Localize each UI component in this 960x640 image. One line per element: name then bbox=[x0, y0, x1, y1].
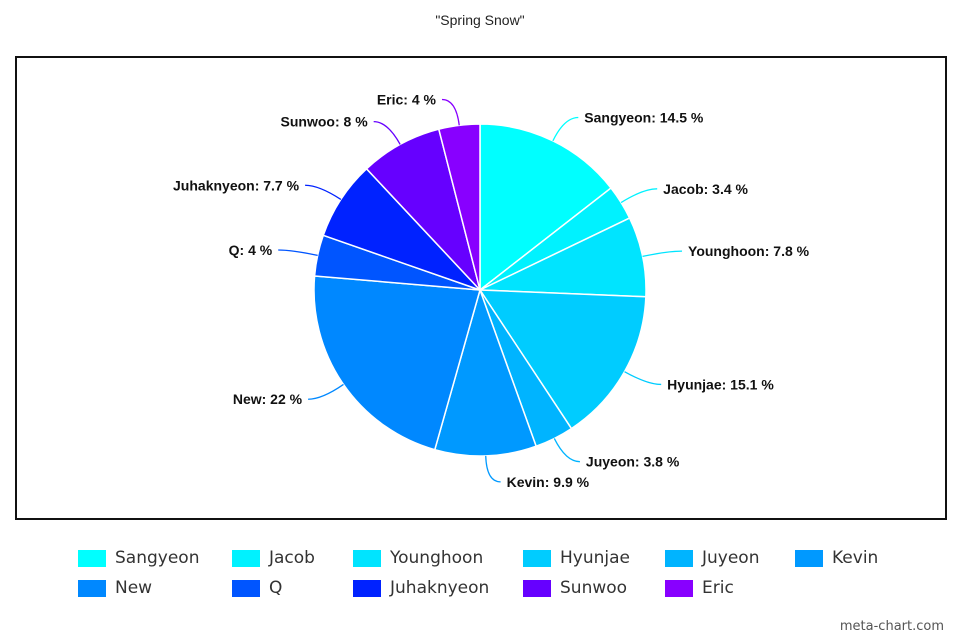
data-label-juyeon: Juyeon: 3.8 % bbox=[586, 454, 680, 470]
data-label-kevin: Kevin: 9.9 % bbox=[507, 474, 590, 490]
legend-item-new[interactable]: New bbox=[78, 576, 152, 600]
legend-swatch bbox=[665, 549, 693, 567]
legend-swatch bbox=[78, 579, 106, 597]
leader-line-kevin bbox=[485, 455, 501, 483]
legend-item-younghoon[interactable]: Younghoon bbox=[353, 546, 483, 570]
legend-swatch bbox=[353, 579, 381, 597]
pie-slice-hyunjae bbox=[478, 289, 647, 430]
legend-swatch bbox=[353, 549, 381, 567]
legend-label: Sunwoo bbox=[560, 578, 628, 598]
legend-label: Eric bbox=[702, 578, 734, 598]
data-label-sunwoo: Sunwoo: 8 % bbox=[281, 114, 369, 130]
data-label-jacob: Jacob: 3.4 % bbox=[663, 181, 748, 197]
leader-line-sangyeon bbox=[552, 116, 579, 142]
legend-swatch bbox=[78, 549, 106, 567]
data-label-juhaknyeon: Juhaknyeon: 7.7 % bbox=[173, 177, 300, 193]
data-label-new: New: 22 % bbox=[233, 391, 303, 407]
legend-item-juyeon[interactable]: Juyeon bbox=[665, 546, 759, 570]
watermark: meta-chart.com bbox=[839, 619, 944, 634]
data-label-younghoon: Younghoon: 7.8 % bbox=[688, 243, 810, 259]
legend-label: New bbox=[115, 578, 153, 598]
legend-label: Sangyeon bbox=[115, 548, 200, 568]
leader-line-eric bbox=[441, 98, 460, 126]
legend-label: Juyeon bbox=[702, 548, 760, 568]
legend-label: Juhaknyeon bbox=[390, 578, 490, 598]
legend-label: Q bbox=[269, 578, 283, 598]
leader-line-juhaknyeon bbox=[305, 184, 342, 201]
legend-item-hyunjae[interactable]: Hyunjae bbox=[523, 546, 630, 570]
legend-item-juhaknyeon[interactable]: Juhaknyeon bbox=[353, 576, 489, 600]
leader-line-younghoon bbox=[642, 250, 683, 258]
legend-item-eric[interactable]: Eric bbox=[665, 576, 734, 600]
legend-label: Younghoon bbox=[390, 548, 484, 568]
legend-label: Hyunjae bbox=[560, 548, 630, 568]
chart-title: "Spring Snow" bbox=[435, 12, 525, 28]
legend-item-jacob[interactable]: Jacob bbox=[232, 546, 315, 570]
data-label-eric: Eric: 4 % bbox=[377, 92, 437, 108]
legend-swatch bbox=[232, 549, 260, 567]
pie-slice-sangyeon bbox=[479, 123, 613, 292]
pie-slice-eric bbox=[437, 123, 481, 291]
leader-line-sunwoo bbox=[373, 121, 401, 145]
legend-swatch bbox=[795, 549, 823, 567]
plot-frame bbox=[15, 56, 947, 520]
leader-line-juyeon bbox=[553, 438, 580, 463]
leader-line-q bbox=[278, 249, 318, 257]
legend-swatch bbox=[665, 579, 693, 597]
data-label-sangyeon: Sangyeon: 14.5 % bbox=[584, 110, 704, 126]
leader-line-hyunjae bbox=[624, 371, 662, 386]
legend-label: Jacob bbox=[269, 548, 315, 568]
legend-item-sunwoo[interactable]: Sunwoo bbox=[523, 576, 627, 600]
leader-line-new bbox=[308, 383, 344, 400]
data-label-q: Q: 4 % bbox=[229, 242, 273, 258]
legend-swatch bbox=[523, 579, 551, 597]
legend-label: Kevin bbox=[832, 548, 879, 568]
leader-line-jacob bbox=[620, 188, 658, 204]
legend-item-sangyeon[interactable]: Sangyeon bbox=[78, 546, 199, 570]
legend-swatch bbox=[232, 579, 260, 597]
legend-item-q[interactable]: Q bbox=[232, 576, 282, 600]
legend-swatch bbox=[523, 549, 551, 567]
data-label-hyunjae: Hyunjae: 15.1 % bbox=[667, 376, 774, 392]
legend-item-kevin[interactable]: Kevin bbox=[795, 546, 878, 570]
